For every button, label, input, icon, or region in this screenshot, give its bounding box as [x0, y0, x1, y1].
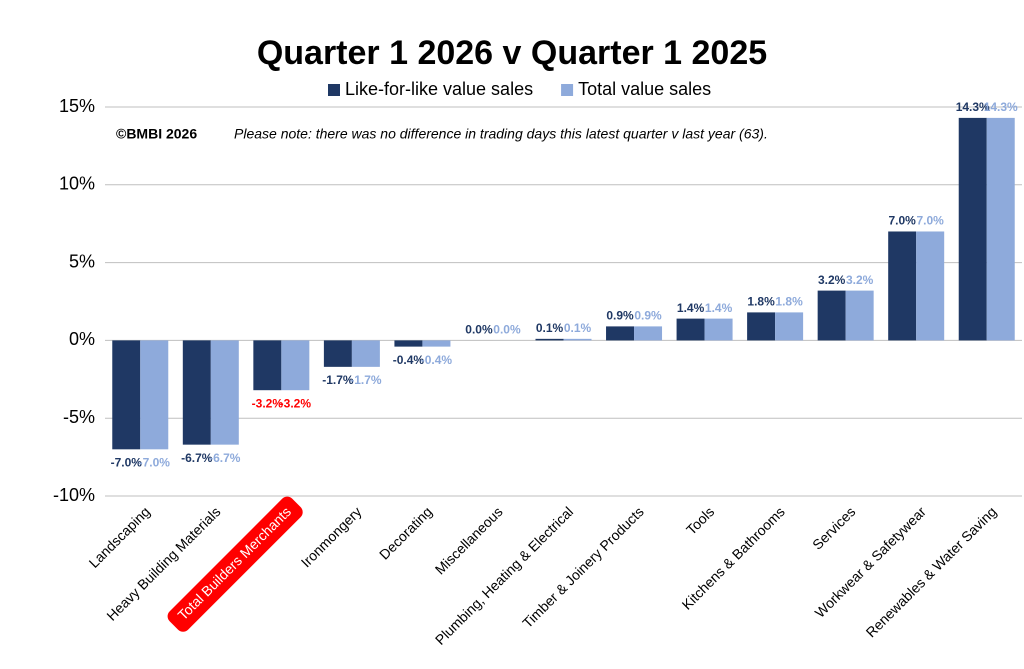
data-label: -0.4%	[393, 353, 425, 367]
bar	[888, 231, 917, 341]
bar	[351, 340, 380, 367]
x-tick: Total Builders Merchants	[167, 496, 303, 632]
y-tick-label: 15%	[59, 96, 95, 116]
data-label: 7.0%	[917, 214, 945, 228]
y-tick-label: 0%	[69, 329, 95, 349]
data-label: -3.2%	[252, 396, 284, 410]
legend-swatch	[561, 84, 574, 96]
legend-label: Total value sales	[578, 79, 711, 99]
data-label: -7.0%	[111, 455, 143, 469]
copyright: ©BMBI 2026	[116, 126, 197, 142]
legend-swatch	[328, 84, 340, 96]
bar	[958, 117, 987, 341]
data-label: 0.9%	[606, 309, 634, 323]
bar	[845, 290, 874, 341]
x-tick: Plumbing, Heating & Electrical	[432, 503, 576, 647]
x-tick: Miscellaneous	[432, 503, 506, 577]
bar	[182, 340, 211, 445]
data-label: 0.0%	[465, 323, 493, 337]
x-tick-label: Miscellaneous	[432, 503, 506, 577]
bar	[140, 340, 169, 450]
x-tick: Tools	[683, 503, 717, 537]
bar	[563, 338, 592, 341]
x-tick-label: Renewables & Water Saving	[863, 503, 1000, 640]
note: Please note: there was no difference in …	[234, 126, 768, 142]
data-label: 14.3%	[984, 100, 1018, 114]
data-label: -3.2%	[280, 396, 312, 410]
x-tick-label: Services	[809, 503, 858, 552]
bar	[394, 340, 423, 347]
data-label: 1.8%	[775, 295, 803, 309]
data-label: -7.0%	[139, 455, 171, 469]
y-tick-label: 5%	[69, 251, 95, 271]
legend-label: Like-for-like value sales	[345, 79, 533, 99]
x-tick-label: Tools	[683, 503, 717, 537]
data-label: 3.2%	[818, 273, 846, 287]
x-tick: Landscaping	[86, 503, 153, 570]
data-label: -1.7%	[322, 373, 354, 387]
x-tick-label: Total Builders Merchants	[174, 503, 294, 623]
bar	[704, 318, 733, 341]
data-label: 7.0%	[889, 214, 917, 228]
data-label: 14.3%	[956, 100, 990, 114]
y-tick-label: -10%	[53, 485, 95, 505]
bar	[817, 290, 846, 341]
y-tick-label: 10%	[59, 174, 95, 194]
x-tick: Renewables & Water Saving	[863, 503, 1000, 640]
x-tick: Decorating	[376, 503, 435, 562]
x-tick-label: Plumbing, Heating & Electrical	[432, 503, 576, 647]
data-label: -6.7%	[181, 451, 213, 465]
bar	[253, 340, 282, 391]
data-label: 1.8%	[747, 295, 775, 309]
data-label: 0.9%	[634, 309, 662, 323]
bar	[916, 231, 945, 341]
bar	[535, 338, 564, 341]
data-label: 1.4%	[705, 301, 733, 315]
data-label: 0.0%	[493, 323, 521, 337]
highlight-box	[167, 496, 303, 632]
bar	[323, 340, 352, 367]
bar	[210, 340, 239, 445]
x-tick: Ironmongery	[298, 503, 365, 570]
x-tick-label: Timber & Joinery Products	[519, 503, 647, 631]
bar	[422, 340, 451, 347]
data-label: -0.4%	[421, 353, 453, 367]
bar	[986, 117, 1015, 341]
data-label: 0.1%	[564, 321, 592, 335]
chart-title: Quarter 1 2026 v Quarter 1 2025	[257, 34, 767, 72]
bar	[676, 318, 705, 341]
data-label: -1.7%	[350, 373, 382, 387]
y-tick-label: -5%	[63, 407, 95, 427]
bar	[112, 340, 141, 450]
x-tick-label: Decorating	[376, 503, 435, 562]
data-label: 1.4%	[677, 301, 705, 315]
x-tick: Timber & Joinery Products	[519, 503, 647, 631]
bar	[281, 340, 310, 391]
bar	[747, 312, 776, 341]
data-label: -6.7%	[209, 451, 241, 465]
x-tick-label: Ironmongery	[298, 503, 365, 570]
bar	[606, 326, 635, 341]
data-label: 3.2%	[846, 273, 874, 287]
bar	[775, 312, 804, 341]
bar	[634, 326, 663, 341]
data-label: 0.1%	[536, 321, 564, 335]
x-tick: Services	[809, 503, 858, 552]
x-tick-label: Landscaping	[86, 503, 153, 570]
